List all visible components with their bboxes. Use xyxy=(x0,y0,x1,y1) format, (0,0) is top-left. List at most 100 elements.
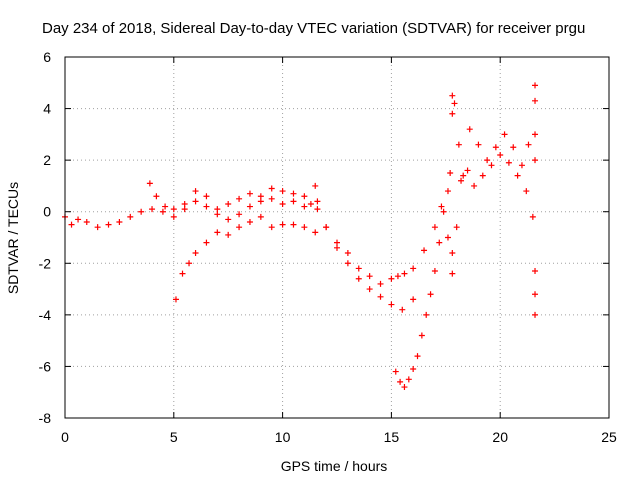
data-point xyxy=(392,368,399,375)
data-point xyxy=(159,208,166,215)
data-point xyxy=(146,180,153,187)
data-point xyxy=(529,213,536,220)
data-point xyxy=(449,110,456,117)
data-point xyxy=(475,141,482,148)
data-point xyxy=(312,229,319,236)
data-point xyxy=(440,208,447,215)
data-point xyxy=(75,216,82,223)
data-point xyxy=(514,172,521,179)
data-point xyxy=(301,224,308,231)
data-point xyxy=(192,198,199,205)
data-point xyxy=(532,157,539,164)
data-point xyxy=(344,249,351,256)
data-point xyxy=(94,224,101,231)
data-point xyxy=(214,211,221,218)
data-point xyxy=(532,311,539,318)
data-point xyxy=(290,198,297,205)
data-point xyxy=(377,280,384,287)
data-point xyxy=(170,206,177,213)
data-point xyxy=(268,195,275,202)
data-point xyxy=(236,211,243,218)
data-point xyxy=(334,239,340,246)
data-point xyxy=(214,206,221,213)
data-point xyxy=(401,384,408,391)
y-tick-label: 0 xyxy=(43,204,51,220)
data-point xyxy=(484,157,491,164)
data-point xyxy=(449,270,456,277)
data-point xyxy=(236,195,243,202)
data-point xyxy=(532,97,539,104)
data-point xyxy=(355,275,362,282)
data-point xyxy=(246,219,253,226)
data-point xyxy=(170,213,177,220)
data-point xyxy=(172,296,179,303)
x-tick-label: 20 xyxy=(492,429,508,445)
data-point xyxy=(179,270,186,277)
data-point xyxy=(68,221,75,228)
data-point xyxy=(523,188,530,195)
data-point xyxy=(186,260,193,267)
data-point xyxy=(427,291,434,298)
data-point xyxy=(181,200,188,207)
x-tick-label: 5 xyxy=(170,429,178,445)
x-tick-label: 10 xyxy=(275,429,291,445)
x-tick-label: 0 xyxy=(61,429,69,445)
data-point xyxy=(488,162,495,169)
data-point xyxy=(464,167,471,174)
data-point xyxy=(246,203,253,210)
data-point xyxy=(451,100,458,107)
data-point xyxy=(314,198,321,205)
data-point xyxy=(466,126,473,133)
data-point xyxy=(344,260,351,267)
data-point xyxy=(418,332,425,339)
data-point xyxy=(460,172,467,179)
data-point xyxy=(279,200,286,207)
series-track-lower xyxy=(172,213,319,303)
data-point xyxy=(279,188,286,195)
series-track-dip xyxy=(392,188,451,391)
data-point xyxy=(436,239,443,246)
data-point xyxy=(471,182,478,189)
axis-ticks: 0 5 10 15 20 25 -8 -6 -4 -2 0 2 4 6 xyxy=(39,49,617,445)
data-point xyxy=(225,200,232,207)
y-tick-label: 4 xyxy=(43,101,51,117)
y-tick-label: -2 xyxy=(39,255,52,271)
data-point xyxy=(162,203,169,210)
data-point xyxy=(355,265,362,272)
data-point xyxy=(203,193,210,200)
data-point xyxy=(447,170,454,177)
data-point xyxy=(431,268,438,275)
data-point xyxy=(505,159,512,166)
data-point xyxy=(410,366,417,373)
data-point xyxy=(438,203,445,210)
data-point xyxy=(268,185,275,192)
data-point xyxy=(532,291,539,298)
x-tick-label: 25 xyxy=(601,429,617,445)
data-point xyxy=(455,141,462,148)
data-point xyxy=(192,249,199,256)
data-point xyxy=(301,203,308,210)
data-point xyxy=(532,131,539,138)
data-point xyxy=(83,219,90,226)
data-point xyxy=(501,131,508,138)
data-point xyxy=(214,229,221,236)
data-point xyxy=(444,234,451,241)
data-point xyxy=(377,293,384,300)
data-point xyxy=(334,244,340,251)
data-point xyxy=(444,188,451,195)
data-point xyxy=(525,141,532,148)
data-point xyxy=(458,177,465,184)
data-point xyxy=(423,311,430,318)
data-point xyxy=(203,239,210,246)
data-point xyxy=(388,301,395,308)
data-point xyxy=(105,221,112,228)
series-track-main xyxy=(62,195,445,287)
plot-frame xyxy=(64,56,610,419)
y-tick-label: -8 xyxy=(39,410,52,426)
data-point xyxy=(497,151,504,158)
data-point xyxy=(225,216,232,223)
data-point xyxy=(116,219,123,226)
data-point xyxy=(401,270,408,277)
data-point xyxy=(138,208,145,215)
